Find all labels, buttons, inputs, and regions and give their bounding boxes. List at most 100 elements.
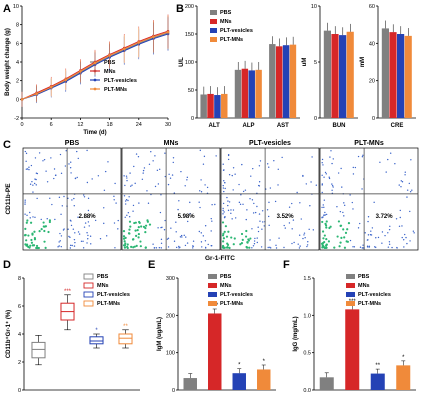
event-dot: [232, 243, 235, 246]
data-point: [79, 70, 82, 73]
event-dot: [90, 243, 92, 245]
event-dot: [199, 149, 201, 152]
event-dot: [323, 199, 326, 201]
event-dot: [200, 191, 203, 193]
bar: [208, 313, 222, 390]
event-dot: [32, 191, 34, 193]
event-dot: [337, 172, 340, 174]
event-dot: [307, 241, 309, 243]
event-dot: [130, 185, 132, 187]
event-dot: [40, 218, 42, 221]
y-tick-label: 0: [191, 116, 194, 122]
event-dot: [57, 246, 59, 248]
data-point: [35, 92, 38, 96]
event-dot: [401, 225, 403, 227]
event-dot: [245, 229, 248, 233]
y-axis-label: CD11b-PE: [5, 183, 12, 215]
event-dot: [199, 206, 201, 209]
event-dot: [288, 206, 291, 208]
y-tick-label: 2: [18, 360, 21, 366]
legend-label: PLT-vesicles: [220, 292, 253, 298]
event-dot: [24, 243, 27, 246]
legend-swatch: [346, 301, 355, 306]
event-dot: [352, 208, 354, 210]
significance-marker: *: [263, 359, 266, 365]
event-dot: [234, 173, 236, 175]
event-dot: [89, 235, 92, 237]
y-tick-label: 10: [311, 4, 317, 10]
event-dot: [346, 240, 349, 243]
event-dot: [49, 197, 51, 199]
event-dot: [46, 181, 49, 183]
event-dot: [28, 246, 31, 249]
event-dot: [302, 237, 304, 240]
event-dot: [347, 222, 351, 225]
event-dot: [30, 238, 33, 242]
event-dot: [254, 237, 256, 240]
legend-label: MNs: [358, 283, 370, 289]
event-dot: [277, 168, 279, 171]
event-dot: [69, 244, 72, 247]
event-dot: [24, 203, 26, 205]
event-dot: [227, 230, 230, 233]
event-dot: [30, 241, 34, 244]
event-dot: [175, 221, 177, 223]
event-dot: [58, 196, 61, 199]
event-dot: [180, 234, 183, 237]
event-dot: [388, 241, 391, 243]
event-dot: [283, 224, 285, 227]
event-dot: [359, 222, 361, 225]
event-dot: [387, 232, 389, 234]
event-dot: [406, 196, 408, 198]
bar: [275, 46, 283, 118]
event-dot: [134, 229, 137, 232]
flow-plot-frame: [22, 147, 122, 251]
event-dot: [298, 234, 301, 236]
event-dot: [359, 246, 362, 248]
event-dot: [154, 185, 157, 188]
y-tick-label: 150: [185, 32, 194, 38]
event-dot: [48, 219, 52, 222]
event-dot: [252, 167, 254, 170]
event-dot: [246, 241, 249, 244]
event-dot: [278, 237, 280, 239]
event-dot: [142, 172, 144, 174]
event-dot: [48, 220, 51, 224]
event-dot: [400, 186, 402, 188]
event-dot: [367, 234, 370, 236]
event-dot: [33, 230, 36, 233]
event-dot: [87, 209, 90, 212]
event-dot: [325, 220, 328, 223]
legend-swatch: [346, 292, 355, 297]
event-dot: [35, 184, 37, 186]
event-dot: [171, 174, 174, 176]
data-point: [152, 35, 155, 39]
quadrant-percentage: 5.98%: [178, 214, 196, 220]
event-dot: [166, 238, 169, 240]
event-dot: [180, 170, 182, 173]
legend-label: MNs: [97, 283, 109, 289]
event-dot: [274, 200, 277, 203]
event-dot: [78, 233, 81, 235]
event-dot: [222, 163, 224, 165]
x-axis-label: Time (d): [83, 130, 106, 136]
event-dot: [156, 169, 159, 172]
event-dot: [340, 236, 343, 239]
y-tick-label: 100: [166, 351, 175, 357]
event-dot: [260, 246, 263, 248]
data-point: [93, 61, 97, 65]
event-dot: [291, 202, 293, 205]
event-dot: [83, 194, 85, 196]
event-dot: [389, 152, 392, 154]
x-tick-label: 6: [50, 122, 53, 128]
event-dot: [258, 185, 261, 187]
event-dot: [97, 175, 100, 177]
event-dot: [87, 197, 90, 200]
event-dot: [74, 232, 76, 234]
event-dot: [226, 242, 229, 245]
event-dot: [342, 211, 344, 214]
event-dot: [223, 169, 225, 171]
event-dot: [245, 245, 248, 249]
event-dot: [128, 196, 130, 198]
event-dot: [387, 246, 390, 248]
